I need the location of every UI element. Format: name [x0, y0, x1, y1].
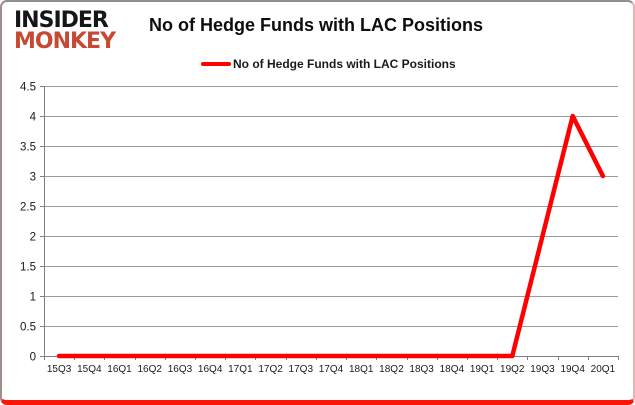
legend: No of Hedge Funds with LAC Positions: [201, 57, 456, 71]
x-tick-label: 16Q4: [198, 364, 223, 375]
x-tick-label: 18Q4: [440, 364, 465, 375]
x-tick-label: 17Q4: [319, 364, 344, 375]
y-tick-label: 0: [30, 352, 36, 364]
logo-monkey-text: MONKEY: [14, 28, 116, 54]
x-tick-label: 16Q2: [138, 364, 163, 375]
line-chart: 0 0.5 1 1.5 2 2.5 3 3.5 4 4.5 15Q3 15Q4 16Q1 16Q2 16Q3…: [20, 82, 619, 375]
legend-line-marker: [201, 62, 231, 66]
x-tick-label: 17Q1: [228, 364, 253, 375]
x-tick-label: 18Q2: [379, 364, 404, 375]
x-tick-label: 16Q3: [168, 364, 193, 375]
x-tick-label: 15Q3: [47, 364, 72, 375]
y-tick-label: 1: [30, 292, 36, 304]
insider-monkey-logo: INSIDER MONKEY: [14, 8, 116, 54]
x-tick-label: 17Q2: [258, 364, 283, 375]
legend-label: No of Hedge Funds with LAC Positions: [233, 57, 456, 71]
x-tick-label: 18Q3: [409, 364, 434, 375]
x-tick-label: 20Q1: [591, 364, 616, 375]
x-tick-label: 16Q1: [107, 364, 132, 375]
x-tick-label: 17Q3: [289, 364, 314, 375]
y-tick-label: 3: [30, 172, 36, 184]
chart-title: No of Hedge Funds with LAC Positions: [149, 15, 483, 35]
x-tick-label: 15Q4: [77, 364, 102, 375]
x-tick-label: 18Q1: [349, 364, 374, 375]
x-tick-label: 19Q3: [530, 364, 555, 375]
y-tick-label: 2.5: [20, 202, 36, 214]
x-tick-label: 19Q2: [500, 364, 525, 375]
series-line: [56, 113, 606, 359]
y-tick-label: 0.5: [20, 322, 36, 334]
x-tick-label: 19Q4: [560, 364, 585, 375]
y-tick-label: 3.5: [20, 142, 36, 154]
x-tick-label: 19Q1: [470, 364, 495, 375]
y-tick-label: 1.5: [20, 262, 36, 274]
y-tick-label: 2: [30, 232, 36, 244]
y-tick-label: 4: [30, 112, 37, 124]
y-tick-label: 4.5: [20, 82, 36, 94]
logo-insider-text: INSIDER: [14, 8, 109, 33]
